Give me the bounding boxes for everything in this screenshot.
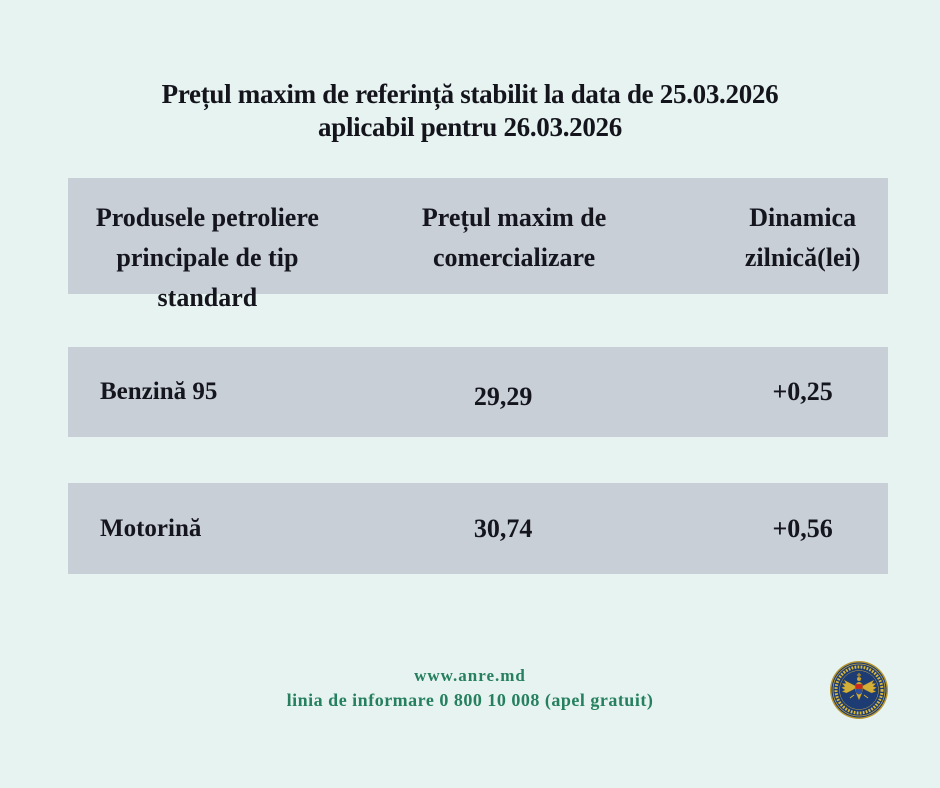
product-dynamic: +0,56 [772, 513, 833, 543]
header-products: Produsele petroliere principale de tip s… [95, 203, 319, 312]
table-row-motorina: Motorină 30,74 +0,56 [68, 483, 888, 574]
table-header-row: Produsele petroliere principale de tip s… [68, 178, 888, 312]
title-line-1: Prețul maxim de referință stabilit la da… [161, 79, 779, 109]
page-title: Prețul maxim de referință stabilit la da… [0, 78, 940, 144]
product-name: Benzină 95 [100, 378, 218, 405]
website-text: www.anre.md [414, 666, 526, 685]
product-price: 29,29 [473, 382, 533, 411]
product-price: 30,74 [473, 513, 533, 543]
footer: www.anre.md linia de informare 0 800 10 … [0, 664, 940, 712]
title-line-2: aplicabil pentru 26.03.2026 [318, 112, 622, 142]
anre-moldova-emblem-icon [830, 661, 888, 719]
info-line-text: linia de informare 0 800 10 008 (apel gr… [286, 690, 654, 710]
header-daily-dynamic: Dinamica zilnică(lei) [744, 203, 861, 272]
header-max-price: Prețul maxim de comercializare [421, 203, 607, 272]
table-row-benzina: Benzină 95 29,29 +0,25 [68, 347, 888, 437]
product-dynamic: +0,25 [772, 377, 833, 406]
product-name: Motorină [100, 514, 202, 542]
